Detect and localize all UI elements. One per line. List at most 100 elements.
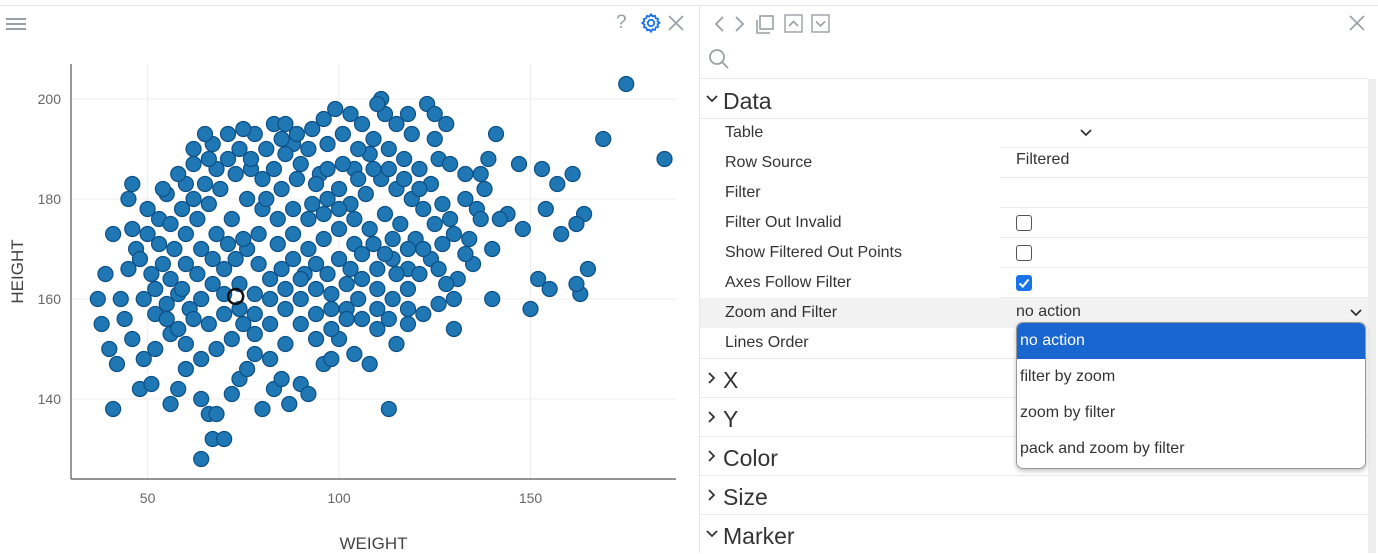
data-point[interactable] (484, 240, 501, 258)
data-point[interactable] (235, 230, 252, 248)
data-point[interactable] (177, 360, 194, 378)
data-point[interactable] (426, 215, 443, 233)
dropdown-option-filter-by-zoom[interactable]: filter by zoom (1017, 359, 1365, 395)
data-point[interactable] (323, 300, 340, 318)
data-point[interactable] (193, 390, 210, 408)
data-point[interactable] (284, 225, 302, 243)
data-point[interactable] (147, 340, 164, 358)
data-point[interactable] (434, 195, 451, 213)
data-point[interactable] (445, 290, 463, 308)
section-data[interactable]: Data (700, 80, 1368, 119)
data-point[interactable] (579, 260, 597, 278)
data-point[interactable] (319, 135, 336, 153)
data-point[interactable] (480, 150, 497, 168)
data-point[interactable] (656, 150, 673, 168)
data-point[interactable] (273, 180, 290, 198)
data-point[interactable] (193, 350, 210, 368)
data-point[interactable] (216, 305, 233, 323)
axes-follow-filter-checkbox[interactable] (1016, 275, 1032, 291)
data-point[interactable] (196, 175, 214, 193)
data-point[interactable] (426, 130, 443, 148)
data-point[interactable] (177, 255, 194, 273)
data-point[interactable] (564, 165, 581, 183)
data-point[interactable] (254, 170, 271, 188)
data-point[interactable] (350, 140, 367, 158)
data-point[interactable] (434, 235, 451, 253)
data-point[interactable] (461, 230, 478, 248)
data-point[interactable] (189, 265, 206, 283)
data-point[interactable] (239, 190, 256, 208)
data-point[interactable] (216, 430, 233, 448)
data-point[interactable] (208, 340, 225, 358)
data-point[interactable] (522, 300, 539, 318)
data-point[interactable] (135, 350, 152, 368)
data-point[interactable] (158, 310, 175, 328)
data-point[interactable] (250, 255, 267, 273)
data-point[interactable] (265, 160, 283, 178)
data-point[interactable] (541, 280, 558, 298)
data-point[interactable] (300, 140, 317, 158)
data-point[interactable] (147, 280, 164, 298)
data-point[interactable] (338, 275, 355, 293)
data-point[interactable] (193, 240, 210, 258)
data-point[interactable] (380, 400, 397, 418)
data-point[interactable] (514, 220, 531, 238)
data-point[interactable] (177, 335, 194, 353)
data-point[interactable] (618, 75, 635, 93)
section-y[interactable]: Y (700, 398, 1368, 437)
data-point[interactable] (396, 170, 413, 188)
data-point[interactable] (173, 280, 191, 298)
data-point[interactable] (457, 190, 474, 208)
data-point[interactable] (346, 210, 363, 228)
data-point[interactable] (284, 250, 302, 268)
data-point[interactable] (353, 270, 371, 288)
chevron-down-icon[interactable] (1350, 307, 1362, 319)
data-point[interactable] (338, 310, 355, 328)
data-point[interactable] (250, 225, 267, 243)
zoom-and-filter-select[interactable]: no action (1016, 303, 1081, 320)
data-point[interactable] (307, 255, 325, 273)
data-point[interactable] (262, 350, 279, 368)
data-point[interactable] (189, 210, 206, 228)
data-point[interactable] (315, 230, 332, 248)
filter-out-invalid-checkbox[interactable] (1016, 215, 1032, 231)
data-point[interactable] (112, 290, 129, 308)
data-point[interactable] (288, 125, 306, 143)
data-point[interactable] (292, 270, 309, 288)
data-point[interactable] (227, 165, 244, 183)
data-point[interactable] (369, 320, 386, 338)
data-point[interactable] (135, 290, 152, 308)
data-point[interactable] (235, 120, 252, 138)
data-point[interactable] (323, 320, 340, 338)
chevron-up-box-icon[interactable] (784, 14, 804, 34)
data-point[interactable] (530, 270, 547, 288)
data-point[interactable] (300, 385, 317, 403)
data-point[interactable] (277, 335, 294, 353)
data-point[interactable] (411, 265, 428, 283)
data-point[interactable] (162, 215, 179, 233)
data-point[interactable] (101, 340, 118, 358)
help-icon[interactable]: ? (616, 12, 627, 33)
data-point[interactable] (380, 160, 397, 178)
data-point[interactable] (208, 405, 225, 423)
data-point[interactable] (269, 235, 286, 253)
data-point[interactable] (173, 200, 191, 218)
data-point[interactable] (353, 245, 371, 263)
data-point[interactable] (319, 265, 336, 283)
data-point[interactable] (472, 210, 489, 228)
data-point[interactable] (246, 325, 263, 343)
data-point[interactable] (219, 150, 237, 168)
data-point[interactable] (457, 245, 474, 263)
data-point[interactable] (307, 280, 325, 298)
data-point[interactable] (441, 210, 459, 228)
section-x[interactable]: X (700, 359, 1368, 398)
data-point[interactable] (315, 205, 332, 223)
data-point[interactable] (139, 200, 156, 218)
data-point[interactable] (457, 165, 474, 183)
table-select-chevron-icon[interactable] (1080, 127, 1092, 139)
data-point[interactable] (350, 290, 367, 308)
settings-gear-icon[interactable] (640, 12, 662, 34)
data-point[interactable] (223, 210, 240, 228)
show-filtered-out-points-checkbox[interactable] (1016, 245, 1032, 261)
data-point[interactable] (177, 225, 194, 243)
